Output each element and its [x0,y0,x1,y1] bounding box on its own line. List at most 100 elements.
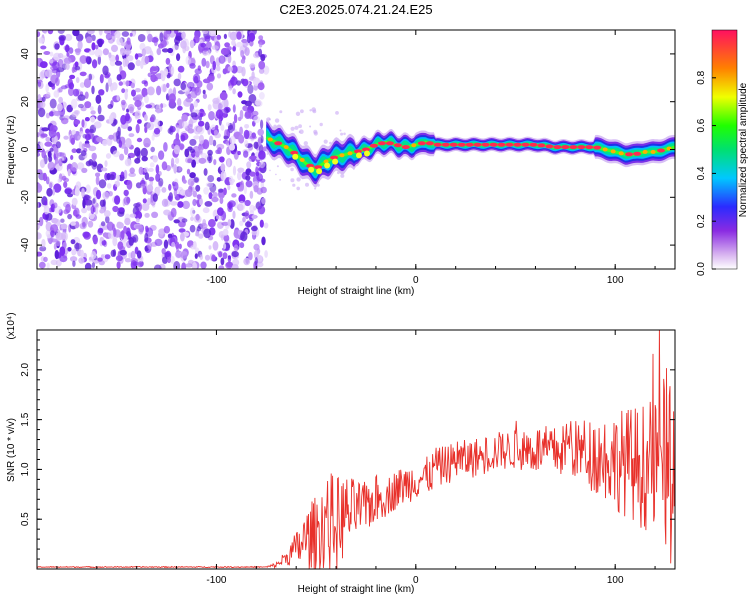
noise-blob [208,192,213,200]
noise-blob [213,129,218,136]
ridge-peak [385,141,394,146]
noise-blob [242,105,248,112]
noise-blob [220,163,226,172]
noise-blob [151,134,155,141]
noise-blob [102,65,109,76]
noise-blob [225,122,230,127]
noise-blob [178,143,185,150]
noise-blob [135,94,144,100]
noise-blob [169,201,178,206]
noise-blob [227,255,232,263]
noise-blob [52,61,60,70]
noise-blob [82,221,86,228]
noise-blob [153,118,160,128]
noise-blob [193,135,200,140]
noise-blob [64,33,73,42]
noise-blob [157,43,164,49]
noise-blob [227,219,232,227]
noise-blob [205,182,214,188]
noise-blob [167,256,171,264]
noise-blob [218,188,224,193]
noise-blob [181,218,188,223]
snr-background [37,330,675,569]
noise-blob [180,82,186,91]
noise-blob [94,203,100,209]
noise-blob [85,55,90,63]
noise-blob [39,246,47,252]
noise-blob [257,136,262,147]
noise-blob [182,121,188,129]
noise-blob [264,250,268,258]
ridge-peak-secondary [292,153,299,160]
noise-blob [97,257,103,262]
noise-blob [222,252,228,260]
noise-blob [168,183,172,191]
noise-blob [263,222,269,229]
noise-blob [212,139,217,147]
noise-blob [104,30,112,34]
noise-blob [89,106,94,111]
noise-blob [49,111,55,117]
noise-blob [97,38,103,48]
noise-blob [198,157,207,164]
noise-blob [45,136,51,142]
noise-blob [116,222,124,229]
noise-blob [185,55,191,65]
noise-blob [259,92,265,100]
spectrogram-y-tick-label: 20 [20,96,31,108]
noise-blob [51,84,56,90]
ridge-peak [457,142,466,147]
noise-blob [78,141,83,151]
noise-blob [228,85,233,91]
noise-speck [303,141,308,146]
noise-blob [198,233,204,239]
noise-blob [39,159,46,169]
noise-speck [309,125,312,128]
noise-blob [238,200,246,211]
noise-blob [258,42,263,48]
noise-blob [223,187,227,196]
noise-speck [266,153,269,155]
noise-blob [224,42,231,48]
noise-blob [208,73,215,82]
noise-blob [249,63,256,69]
noise-blob [180,40,187,49]
noise-blob [143,46,152,55]
noise-blob [128,172,136,177]
ridge-peak [393,143,402,148]
noise-blob [140,147,148,158]
noise-blob [137,119,142,124]
noise-blob [141,203,150,211]
noise-speck [298,131,301,133]
noise-blob [181,262,187,269]
ridge-peak [481,142,490,147]
noise-speck [314,187,317,190]
ridge-peak [354,149,362,154]
noise-blob [90,205,95,215]
noise-blob [135,59,142,67]
noise-blob [147,86,155,96]
noise-blob [55,240,61,247]
noise-blob [93,121,102,129]
noise-blob [153,127,161,135]
colorbar-tick-label: 0.6 [696,118,707,132]
noise-blob [47,30,54,35]
noise-blob [126,180,133,190]
noise-blob [117,241,124,250]
noise-blob [37,132,40,138]
noise-blob [37,57,41,66]
noise-blob [158,177,164,187]
noise-blob [178,228,186,233]
noise-speck [313,129,318,134]
noise-blob [232,46,236,52]
noise-speck [340,132,344,136]
noise-blob [228,200,236,208]
ridge-peak-secondary [364,150,370,157]
noise-blob [123,196,130,206]
noise-speck [309,109,312,112]
chart-title: C2E3.2025.074.21.24.E25 [279,2,432,17]
noise-blob [68,87,74,97]
noise-blob [253,115,261,124]
noise-blob [101,239,107,246]
noise-blob [44,141,53,147]
